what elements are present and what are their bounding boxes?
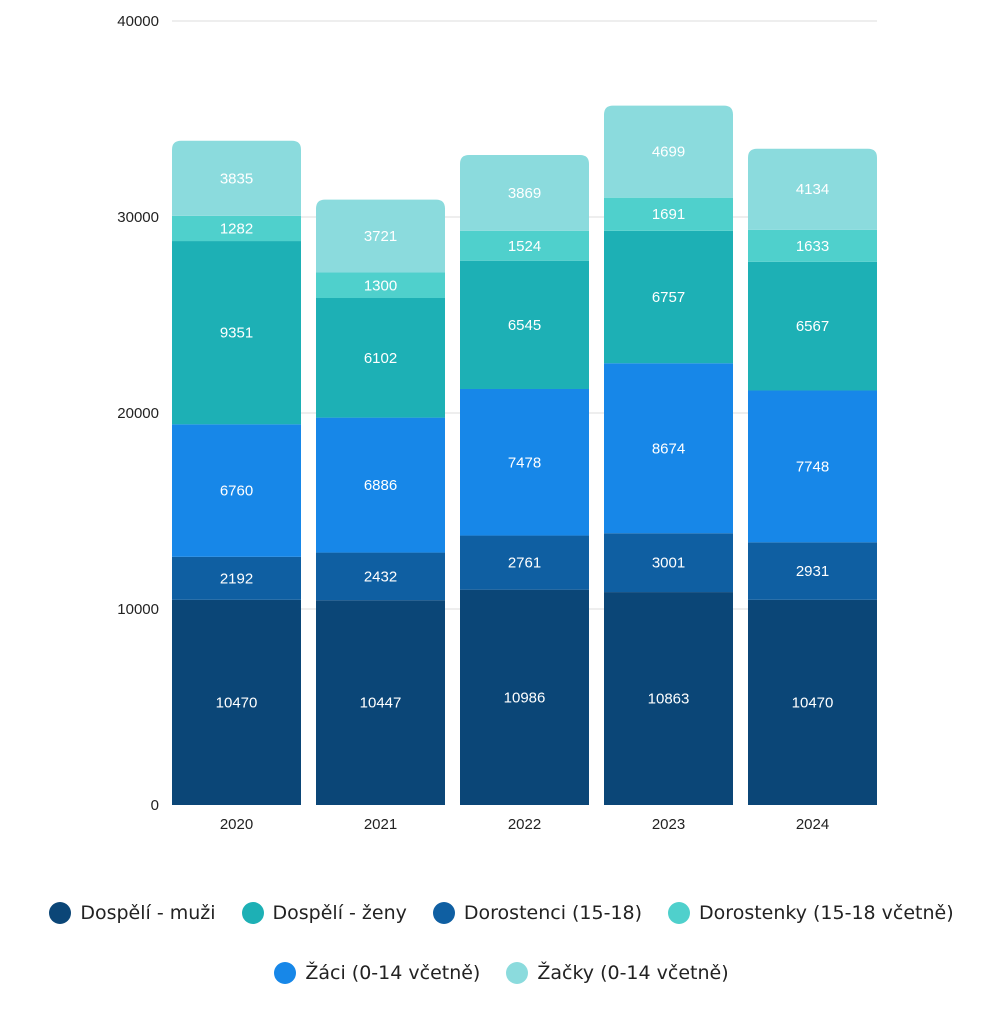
bar-dospeli-muzi-2021[interactable] bbox=[316, 600, 445, 805]
data-labels: 10470 2192 6760 9351 1282 3835 10447 2432 6886 61… bbox=[216, 144, 834, 712]
legend-item-dospeli-muzi[interactable]: Dospělí - muži bbox=[49, 902, 216, 924]
legend-label: Dorostenky (15-18 včetně) bbox=[699, 902, 954, 924]
data-label: 10470 bbox=[216, 694, 258, 711]
bar-zacky-0-14-vcetne-2021[interactable] bbox=[316, 199, 445, 273]
legend-marker-icon bbox=[668, 902, 691, 924]
bar-dorostenci-15-18-2020[interactable] bbox=[172, 556, 301, 600]
bar-dorostenci-15-18-2024[interactable] bbox=[748, 542, 877, 600]
bar-zaci-0-14-vcetne-2024[interactable] bbox=[748, 390, 877, 543]
data-label: 3869 bbox=[508, 185, 541, 202]
bar-dospeli-zeny-2024[interactable] bbox=[748, 261, 877, 391]
legend-row-1: Dospělí - muži Dospělí - ženy Dorostenci… bbox=[0, 896, 1003, 930]
data-label: 2931 bbox=[796, 563, 829, 580]
x-tick-label: 2023 bbox=[652, 816, 685, 833]
data-label: 1282 bbox=[220, 220, 253, 237]
data-label: 3721 bbox=[364, 228, 397, 245]
data-label: 6757 bbox=[652, 289, 685, 306]
bar-dospeli-zeny-2021[interactable] bbox=[316, 298, 445, 418]
data-label: 9351 bbox=[220, 325, 253, 342]
data-label: 2432 bbox=[364, 568, 397, 585]
legend-label: Žačky (0-14 včetně) bbox=[537, 962, 729, 984]
bar-dorostenky-15-18-vcetne-2020[interactable] bbox=[172, 215, 301, 242]
legend-item-zaci[interactable]: Žáci (0-14 včetně) bbox=[274, 962, 480, 984]
bar-zaci-0-14-vcetne-2022[interactable] bbox=[460, 388, 589, 536]
data-label: 7748 bbox=[796, 458, 829, 475]
bar-zacky-0-14-vcetne-2020[interactable] bbox=[172, 140, 301, 216]
data-label: 6567 bbox=[796, 318, 829, 335]
legend-item-dospeli-zeny[interactable]: Dospělí - ženy bbox=[241, 902, 407, 924]
x-tick-label: 2021 bbox=[364, 816, 397, 833]
data-label: 2192 bbox=[220, 570, 253, 587]
bar-dorostenky-15-18-vcetne-2023[interactable] bbox=[604, 197, 733, 231]
bar-dospeli-zeny-2023[interactable] bbox=[604, 230, 733, 364]
bar-dorostenci-15-18-2023[interactable] bbox=[604, 533, 733, 593]
legend-marker-icon bbox=[506, 962, 529, 984]
y-tick-label: 0 bbox=[151, 797, 159, 814]
bar-dospeli-zeny-2020[interactable] bbox=[172, 241, 301, 425]
bar-dorostenky-15-18-vcetne-2022[interactable] bbox=[460, 230, 589, 261]
bar-zacky-0-14-vcetne-2022[interactable] bbox=[460, 155, 589, 231]
legend-label: Dospělí - ženy bbox=[272, 902, 407, 924]
legend-marker-icon bbox=[49, 902, 72, 924]
bar-zacky-0-14-vcetne-2024[interactable] bbox=[748, 148, 877, 230]
data-label: 1524 bbox=[508, 238, 541, 255]
legend-label: Dospělí - muži bbox=[80, 902, 216, 924]
legend-marker-icon bbox=[274, 962, 297, 984]
y-axis-ticks: 0 10000 20000 30000 40000 bbox=[117, 13, 159, 814]
bar-dospeli-muzi-2020[interactable] bbox=[172, 599, 301, 805]
legend-item-dorostenky[interactable]: Dorostenky (15-18 včetně) bbox=[668, 902, 954, 924]
data-label: 1691 bbox=[652, 206, 685, 223]
bar-dorostenci-15-18-2022[interactable] bbox=[460, 535, 589, 590]
data-label: 8674 bbox=[652, 440, 685, 457]
data-label: 2761 bbox=[508, 555, 541, 572]
data-label: 1633 bbox=[796, 238, 829, 255]
bar-dorostenky-15-18-vcetne-2021[interactable] bbox=[316, 272, 445, 299]
data-label: 10863 bbox=[648, 691, 690, 708]
data-label: 4699 bbox=[652, 144, 685, 161]
data-label: 10447 bbox=[360, 695, 402, 712]
legend-marker-icon bbox=[432, 902, 455, 924]
legend-row-2: Žáci (0-14 včetně) Žačky (0-14 včetně) bbox=[0, 956, 1003, 990]
data-label: 10986 bbox=[504, 689, 546, 706]
data-label: 6886 bbox=[364, 477, 397, 494]
data-label: 6760 bbox=[220, 483, 253, 500]
data-label: 6545 bbox=[508, 317, 541, 334]
data-label: 4134 bbox=[796, 181, 829, 198]
x-tick-label: 2022 bbox=[508, 816, 541, 833]
bars bbox=[172, 105, 877, 805]
legend-item-zacky[interactable]: Žačky (0-14 včetně) bbox=[506, 962, 729, 984]
x-tick-label: 2020 bbox=[220, 816, 253, 833]
bar-dospeli-muzi-2024[interactable] bbox=[748, 599, 877, 805]
bar-dorostenky-15-18-vcetne-2024[interactable] bbox=[748, 229, 877, 262]
bar-dorostenci-15-18-2021[interactable] bbox=[316, 552, 445, 601]
bar-zaci-0-14-vcetne-2020[interactable] bbox=[172, 424, 301, 557]
bar-zacky-0-14-vcetne-2023[interactable] bbox=[604, 105, 733, 198]
legend: Dospělí - muži Dospělí - ženy Dorostenci… bbox=[0, 896, 1003, 1016]
bar-dospeli-muzi-2023[interactable] bbox=[604, 592, 733, 805]
legend-label: Žáci (0-14 včetně) bbox=[305, 962, 481, 984]
legend-label: Dorostenci (15-18) bbox=[463, 902, 643, 924]
data-label: 3001 bbox=[652, 555, 685, 572]
x-axis-ticks: 2020 2021 2022 2023 2024 bbox=[220, 816, 829, 833]
data-label: 7478 bbox=[508, 454, 541, 471]
x-tick-label: 2024 bbox=[796, 816, 829, 833]
data-label: 6102 bbox=[364, 350, 397, 367]
legend-item-dorostenci[interactable]: Dorostenci (15-18) bbox=[432, 902, 643, 924]
data-label: 3835 bbox=[220, 170, 253, 187]
y-tick-label: 30000 bbox=[117, 209, 159, 226]
data-label: 1300 bbox=[364, 277, 397, 294]
bar-zaci-0-14-vcetne-2023[interactable] bbox=[604, 363, 733, 534]
bar-dospeli-zeny-2022[interactable] bbox=[460, 260, 589, 389]
y-tick-label: 10000 bbox=[117, 601, 159, 618]
y-tick-label: 40000 bbox=[117, 13, 159, 30]
legend-marker-icon bbox=[241, 902, 264, 924]
bar-dospeli-muzi-2022[interactable] bbox=[460, 589, 589, 805]
bar-zaci-0-14-vcetne-2021[interactable] bbox=[316, 417, 445, 553]
y-tick-label: 20000 bbox=[117, 405, 159, 422]
data-label: 10470 bbox=[792, 694, 834, 711]
